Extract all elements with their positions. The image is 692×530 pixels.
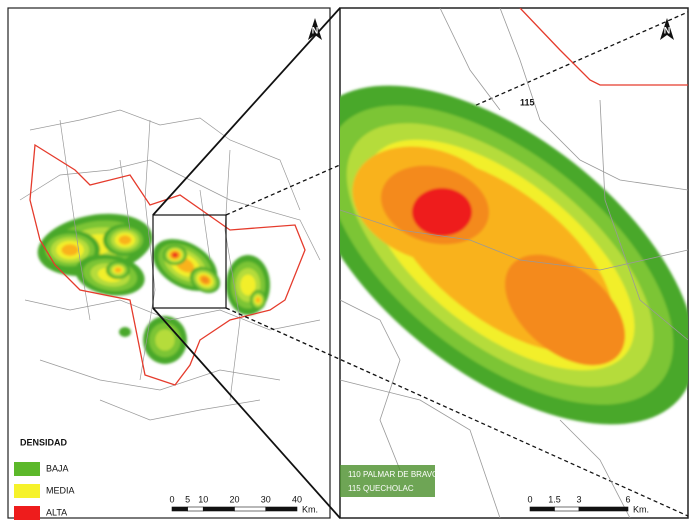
scale-segment: [187, 506, 204, 512]
scale-label: 40: [292, 494, 302, 504]
municipal-boundary: [340, 299, 401, 471]
municipal-boundary: [59, 119, 156, 381]
legend-swatch: [14, 506, 40, 520]
heat-zone: [504, 254, 626, 366]
municipal-boundary: [19, 159, 321, 261]
heat-zone: [255, 297, 261, 303]
legend-swatch: [14, 462, 40, 476]
scale-label: 5: [185, 494, 190, 504]
study-area-boundary: [519, 8, 688, 86]
scale-unit: Km.: [302, 504, 318, 514]
scale-segment: [234, 506, 267, 512]
scale-label: 30: [261, 494, 271, 504]
heat-zone: [118, 235, 132, 245]
scale-unit: Km.: [633, 504, 649, 514]
study-area-boundary: [29, 143, 306, 386]
north-arrow-shape: [660, 18, 674, 40]
heat-zone: [61, 244, 79, 256]
note: 115 QUECHOLAC: [348, 484, 414, 493]
note-box: [340, 465, 435, 497]
municipal-boundary: [340, 379, 631, 518]
overview-frame: [7, 7, 331, 519]
scale-label: 3: [576, 494, 581, 504]
municipal-boundary: [340, 209, 688, 271]
municipal-boundary: [439, 8, 688, 341]
municipal-boundary: [29, 109, 301, 211]
scale-label: 10: [198, 494, 208, 504]
scale-segment: [202, 506, 235, 512]
heat-zone: [240, 274, 256, 296]
north-arrow: N: [660, 18, 674, 40]
heat-zone: [119, 327, 131, 337]
scale-label: 0: [527, 494, 532, 504]
municipal-boundary: [39, 149, 281, 401]
detail-frame: [339, 7, 689, 519]
heat-zone: [114, 267, 122, 273]
municipal-boundary: [24, 299, 321, 331]
heat-zone: [412, 188, 472, 236]
scale-segment: [578, 506, 629, 512]
note: 110 PALMAR DE BRAVO: [348, 470, 438, 479]
north-arrow-shape: [308, 18, 322, 40]
legend-swatch: [14, 484, 40, 498]
legend-label: MEDIA: [46, 485, 75, 495]
scale-segment: [171, 506, 188, 512]
north-arrow: N: [308, 18, 322, 40]
scale-label: 1.5: [548, 494, 561, 504]
heat-zone: [172, 252, 178, 258]
north-label: N: [312, 25, 319, 35]
scale-segment: [265, 506, 298, 512]
scale-label: 20: [229, 494, 239, 504]
legend-label: ALTA: [46, 507, 67, 517]
heat-zone: [155, 329, 175, 351]
overview-map: [19, 109, 321, 421]
heat-zone: [201, 276, 209, 284]
scale-label: 0: [169, 494, 174, 504]
zoom-line: [152, 7, 341, 216]
scale-label: 6: [625, 494, 630, 504]
zoom-box: [152, 214, 227, 309]
scale-segment: [554, 506, 580, 512]
heatmap: [340, 85, 688, 425]
municipal-boundary: [499, 8, 688, 191]
legend-label: BAJA: [46, 463, 69, 473]
north-label: N: [664, 25, 671, 35]
legend-title: DENSIDAD: [20, 437, 68, 447]
zone-label: 115: [520, 97, 535, 107]
zoom-line: [152, 307, 341, 519]
municipal-boundary: [99, 159, 261, 421]
detail-map: [340, 8, 688, 518]
heatmap: [37, 213, 270, 364]
scale-segment: [529, 506, 555, 512]
